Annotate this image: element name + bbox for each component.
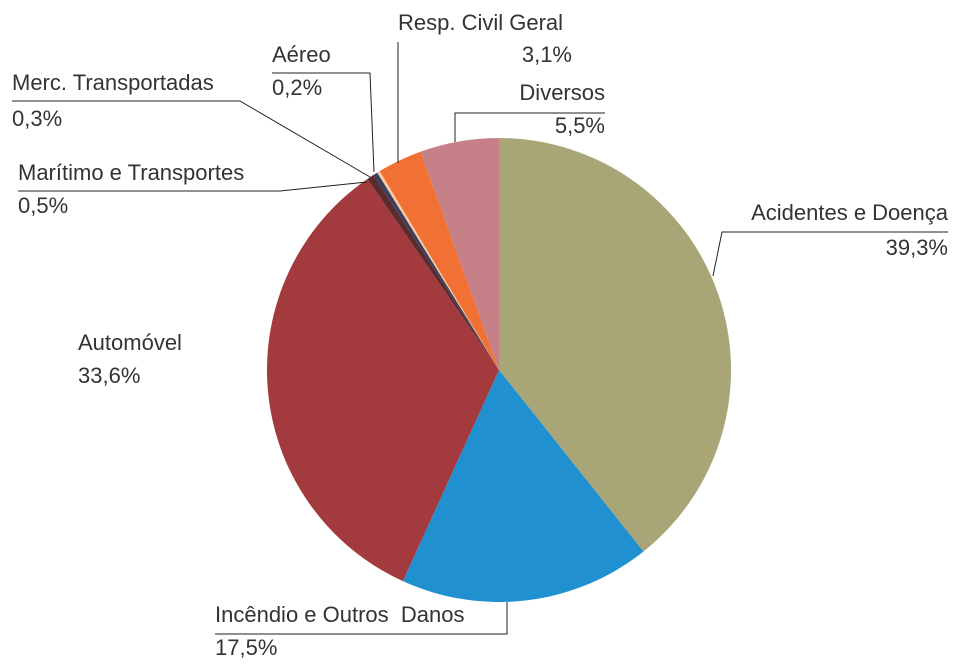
slice-label: Diversos (519, 80, 605, 105)
slice-label: Marítimo e Transportes (18, 160, 244, 185)
slice-value-label: 39,3% (886, 235, 948, 260)
pie-slice (267, 178, 499, 582)
slice-value-label: 3,1% (522, 42, 572, 67)
slice-label: Automóvel (78, 330, 182, 355)
pie-slice (402, 370, 644, 602)
slice-label: Acidentes e Doença (751, 200, 949, 225)
leader-line (272, 72, 375, 173)
leader-line (712, 231, 948, 277)
leader-line (18, 181, 368, 192)
pie-slice (499, 138, 731, 552)
slice-label: Aéreo (272, 42, 331, 67)
pie-slice (367, 174, 499, 370)
slice-label: Resp. Civil Geral (398, 10, 563, 35)
leader-line (12, 100, 371, 178)
slice-label: Incêndio e Outros Danos (215, 602, 464, 627)
slice-value-label: 33,6% (78, 363, 140, 388)
pie-slice (373, 172, 499, 370)
leader-line (454, 112, 605, 142)
pie-slice (379, 151, 499, 370)
slice-label: Merc. Transportadas (12, 70, 214, 95)
slice-value-label: 17,5% (215, 635, 277, 660)
slice-value-label: 0,3% (12, 106, 62, 131)
slice-value-label: 0,2% (272, 75, 322, 100)
slice-value-label: 5,5% (555, 113, 605, 138)
leader-line (215, 602, 508, 635)
slice-value-label: 0,5% (18, 193, 68, 218)
pie-slice (420, 138, 499, 370)
pie-slice (377, 171, 499, 370)
